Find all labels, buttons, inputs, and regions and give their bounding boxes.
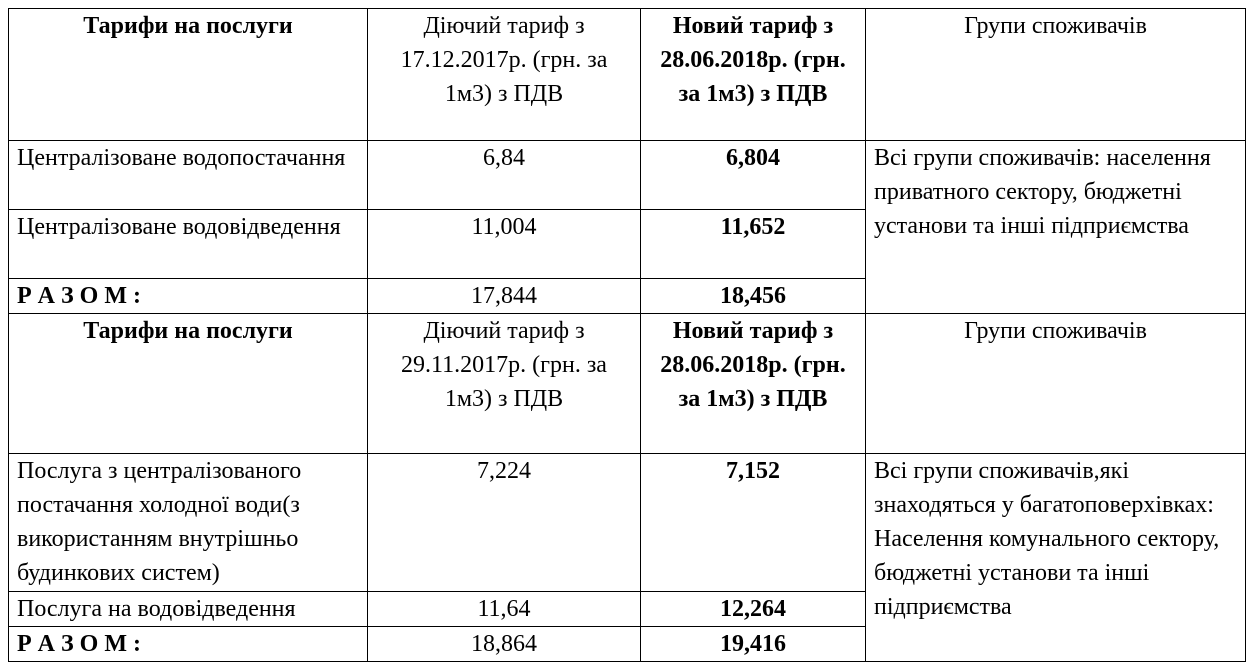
header-cell: Діючий тариф з 29.11.2017р. (грн. за 1м3…	[367, 313, 641, 454]
header-cell: Групи споживачів	[865, 313, 1246, 454]
service-name: Централізоване водовідведення	[8, 209, 368, 279]
header-cell: Новий тариф з 28.06.2018р. (грн. за 1м3)…	[640, 313, 866, 454]
total-label: Р А З О М :	[8, 278, 368, 314]
header-cell: Тарифи на послуги	[8, 8, 368, 141]
new-total: 18,456	[640, 278, 866, 314]
data-row: Централізоване водопостачання 6,84 6,804 Вс…	[8, 140, 1246, 314]
tariff-table: Тарифи на послуги Діючий тариф з 17.12.20…	[8, 8, 1246, 662]
consumer-groups: Всі групи споживачів,які знаходяться у б…	[865, 453, 1246, 662]
header-row: Тарифи на послуги Діючий тариф з 29.11.20…	[8, 313, 1246, 454]
header-cell: Новий тариф з 28.06.2018р. (грн. за 1м3)…	[640, 8, 866, 141]
data-row: Централізоване водовідведення 11,004 11,65…	[8, 209, 1246, 279]
old-total: 17,844	[367, 278, 641, 314]
header-row: Тарифи на послуги Діючий тариф з 17.12.20…	[8, 8, 1246, 141]
header-cell: Групи споживачів	[865, 8, 1246, 141]
new-total: 19,416	[640, 626, 866, 662]
header-cell: Тарифи на послуги	[8, 313, 368, 454]
data-row: Послуга з централізованого постачання хо…	[8, 453, 1246, 662]
service-name: Централізоване водопостачання	[8, 140, 368, 210]
service-name: Послуга з централізованого постачання хо…	[8, 453, 368, 592]
total-label: Р А З О М :	[8, 626, 368, 662]
new-tariff: 11,652	[640, 209, 866, 279]
consumer-groups: Всі групи споживачів: населення приватно…	[865, 140, 1246, 314]
old-tariff: 11,004	[367, 209, 641, 279]
old-tariff: 6,84	[367, 140, 641, 210]
new-tariff: 6,804	[640, 140, 866, 210]
old-tariff: 11,64	[367, 591, 641, 627]
header-cell: Діючий тариф з 17.12.2017р. (грн. за 1м3…	[367, 8, 641, 141]
new-tariff: 7,152	[640, 453, 866, 592]
total-row: Р А З О М :18,864 19,416	[8, 626, 1246, 662]
old-total: 18,864	[367, 626, 641, 662]
old-tariff: 7,224	[367, 453, 641, 592]
service-name: Послуга на водовідведення	[8, 591, 368, 627]
new-tariff: 12,264	[640, 591, 866, 627]
